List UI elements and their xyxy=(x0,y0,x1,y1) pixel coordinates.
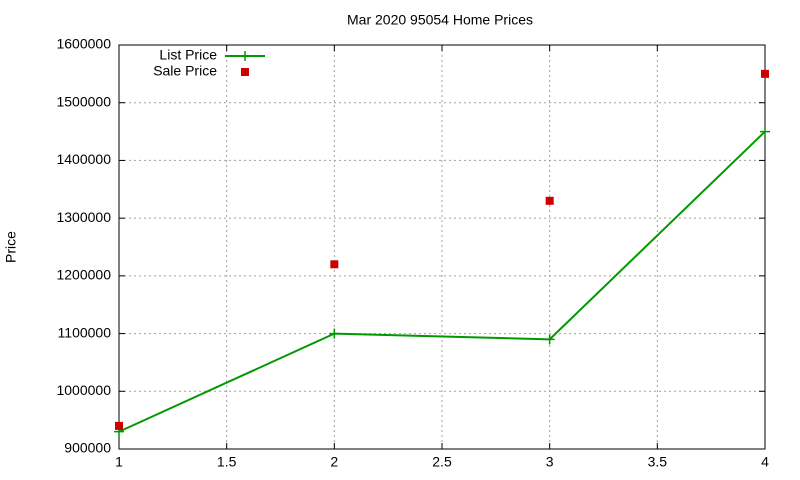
legend-label: List Price xyxy=(159,47,217,63)
x-tick-label: 3.5 xyxy=(648,454,668,470)
y-axis-label: Price xyxy=(3,231,19,263)
x-tick-label: 1.5 xyxy=(217,454,237,470)
data-point xyxy=(115,421,123,430)
data-point xyxy=(545,196,554,205)
y-tick-label: 1100000 xyxy=(58,324,112,340)
x-tick-label: 2 xyxy=(330,454,338,470)
y-tick-label: 1400000 xyxy=(56,151,111,167)
x-tick-label: 2.5 xyxy=(432,454,452,470)
data-point xyxy=(760,126,770,137)
y-tick-label: 1300000 xyxy=(56,209,111,225)
y-tick-label: 1500000 xyxy=(56,93,111,109)
legend-label: Sale Price xyxy=(153,63,217,79)
plot-border xyxy=(118,44,766,450)
x-tick-label: 4 xyxy=(761,454,769,470)
series-line xyxy=(118,130,766,433)
data-point xyxy=(330,260,339,269)
chart-title: Mar 2020 95054 Home Prices xyxy=(347,12,533,28)
data-point xyxy=(544,334,555,345)
y-tick-label: 1200000 xyxy=(56,267,111,283)
x-tick-label: 3 xyxy=(546,454,554,470)
y-tick-label: 1600000 xyxy=(56,36,111,52)
data-point xyxy=(329,328,340,339)
y-tick-label: 900000 xyxy=(64,440,111,456)
x-tick-label: 1 xyxy=(115,454,123,470)
data-point xyxy=(761,69,769,78)
legend-marker xyxy=(241,68,249,76)
legend-marker xyxy=(240,51,250,61)
y-tick-label: 1000000 xyxy=(56,382,111,398)
